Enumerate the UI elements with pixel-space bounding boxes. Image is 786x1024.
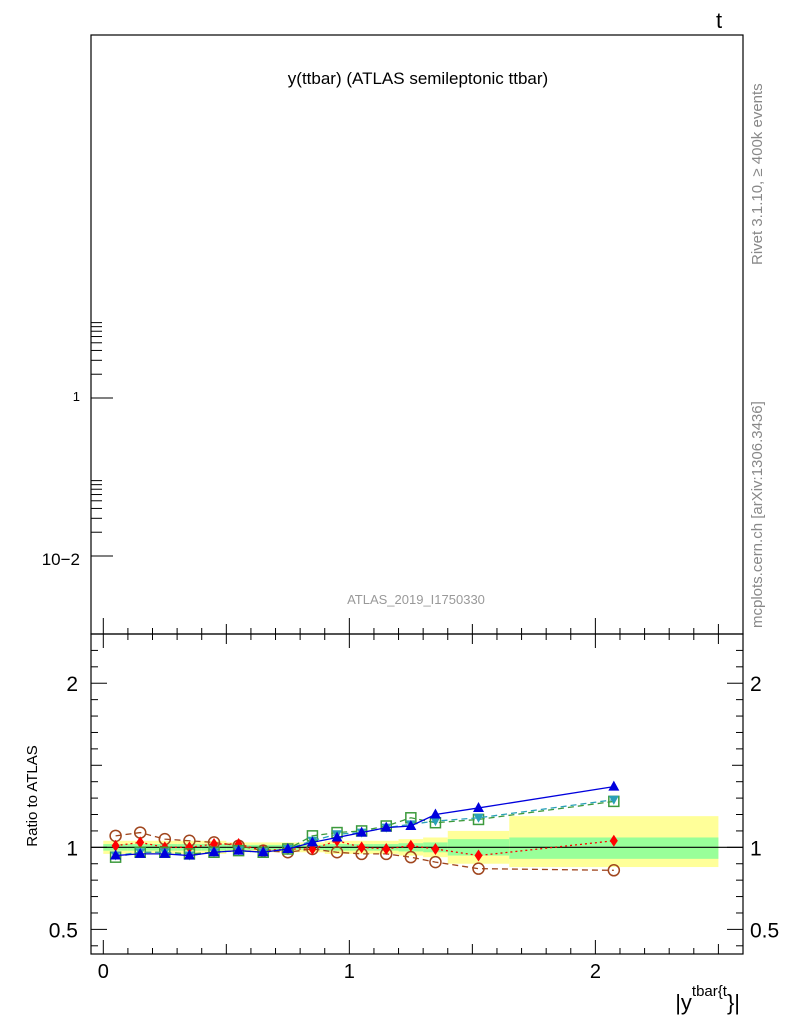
top-panel-title: y(ttbar) (ATLAS semileptonic ttbar) <box>288 69 548 88</box>
ratio-panel-frame <box>90 633 744 955</box>
rivet-version-text: Rivet 3.1.10, ≥ 400k events <box>749 83 766 265</box>
series-1-point-13 <box>431 842 440 855</box>
x-axis-label-sup: tbar{t <box>692 983 728 1000</box>
series-4-point-9 <box>331 831 343 842</box>
series-4-point-8 <box>306 836 318 847</box>
series-4-point-14 <box>473 801 485 812</box>
series-4-point-11 <box>380 821 392 832</box>
y-axis-label: Ratio to ATLAS <box>24 745 41 846</box>
series-0-point-15 <box>607 864 621 877</box>
series-1-point-10 <box>357 841 366 854</box>
band-inner-15 <box>509 837 719 859</box>
y-tick-label: 0.5 <box>49 919 78 942</box>
x-tick-label: 0 <box>98 961 109 983</box>
series-1-point-11 <box>382 842 391 855</box>
series-4-point-12 <box>405 820 417 830</box>
ratio-panel-ticks: 0 1 2 0.5 0.5 1 1 2 2 <box>49 634 779 983</box>
series-3-point-15 <box>608 795 619 805</box>
series-4-point-6 <box>257 846 269 857</box>
series-4-point-4 <box>208 846 220 857</box>
series-1-point-3 <box>185 841 194 854</box>
mcplots-reference-text: mcplots.cern.ch [arXiv:1306.3436] <box>749 401 766 628</box>
x-axis-label: |ytbar{t}| <box>675 983 740 1015</box>
x-tick-label: 2 <box>590 961 601 983</box>
series-4-point-7 <box>282 842 294 853</box>
y-tick-label-right: 1 <box>750 837 762 860</box>
top-panel-frame <box>90 34 744 635</box>
series-line-3 <box>115 799 614 857</box>
x-axis-label-main: |y <box>675 990 692 1015</box>
series-4-point-2 <box>159 847 171 858</box>
y-tick-label-right: 2 <box>750 673 762 696</box>
series-3-point-14 <box>473 813 484 823</box>
y-tick-label: 2 <box>66 673 78 696</box>
series-4-point-15 <box>608 780 620 791</box>
x-axis-label-end: }| <box>727 990 740 1015</box>
series-4-point-13 <box>429 808 441 819</box>
top-y-tick-label-1: 1 <box>73 389 80 404</box>
series-4-point-10 <box>356 826 368 837</box>
series-1-point-1 <box>136 836 145 849</box>
series-4-point-0 <box>110 849 122 860</box>
series-1-point-0 <box>111 839 120 852</box>
series-line-4 <box>115 785 614 857</box>
series-0-point-14 <box>472 862 485 875</box>
corner-label: t <box>716 8 722 33</box>
series-1-point-14 <box>474 849 483 862</box>
series-line-1 <box>115 840 614 857</box>
top-panel-ticks <box>91 322 719 634</box>
series-0-point-13 <box>429 855 442 869</box>
top-y-tick-label-2: 10−2 <box>42 550 80 569</box>
series-3-point-13 <box>430 817 441 827</box>
series-1-point-15 <box>609 834 618 847</box>
series-4-point-3 <box>183 849 195 860</box>
ratio-series <box>109 780 621 877</box>
series-4-point-1 <box>134 847 146 858</box>
x-tick-label: 1 <box>344 961 355 983</box>
y-tick-label-right: 0.5 <box>750 919 779 942</box>
y-tick-label: 1 <box>66 837 78 860</box>
series-4-point-5 <box>233 844 245 855</box>
series-line-0 <box>115 831 614 871</box>
series-1-point-12 <box>406 839 415 852</box>
analysis-id: ATLAS_2019_I1750330 <box>347 592 485 607</box>
